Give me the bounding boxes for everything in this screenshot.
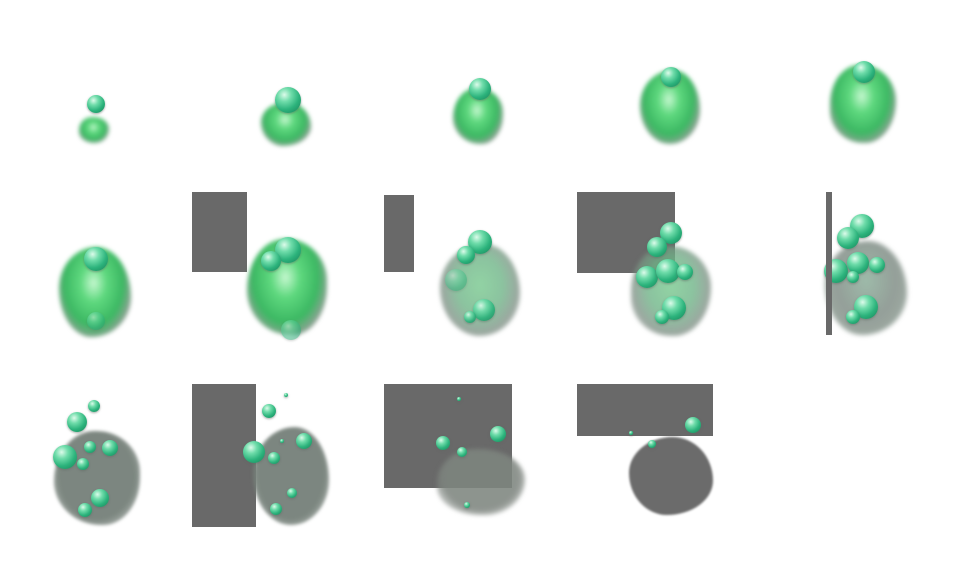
bubble-sphere bbox=[490, 426, 506, 442]
sprite-frame-10 bbox=[768, 192, 960, 384]
bubble-sphere bbox=[436, 436, 450, 450]
sprite-frame-5 bbox=[768, 0, 960, 192]
bubble-sphere bbox=[281, 320, 301, 340]
explosion-puff bbox=[79, 117, 109, 143]
bubble-sphere bbox=[296, 433, 312, 449]
sprite-frame-2 bbox=[192, 0, 384, 192]
explosion-puff bbox=[440, 244, 520, 336]
bubble-sphere bbox=[284, 393, 288, 397]
sprite-frame-13 bbox=[384, 384, 576, 576]
bubble-sphere bbox=[629, 431, 633, 435]
explosion-puff bbox=[437, 449, 525, 515]
bubble-sphere bbox=[457, 246, 475, 264]
sprite-frame-6 bbox=[0, 192, 192, 384]
sprite-frame-15 bbox=[768, 384, 960, 576]
bubble-sphere bbox=[262, 404, 276, 418]
sprite-frame-1 bbox=[0, 0, 192, 192]
bubble-sphere bbox=[261, 251, 281, 271]
bubble-sphere bbox=[655, 310, 669, 324]
bubble-sphere bbox=[648, 440, 656, 448]
bubble-sphere bbox=[457, 447, 467, 457]
bubble-sphere bbox=[847, 271, 859, 283]
bubble-sphere bbox=[464, 502, 470, 508]
bubble-sphere bbox=[445, 269, 467, 291]
explosion-puff bbox=[253, 427, 329, 525]
sprite-frame-9 bbox=[576, 192, 768, 384]
bubble-sphere bbox=[77, 458, 89, 470]
sprite-frame-4 bbox=[576, 0, 768, 192]
bubble-sphere bbox=[87, 312, 105, 330]
bubble-sphere bbox=[853, 61, 875, 83]
bubble-sphere bbox=[469, 78, 491, 100]
sprite-frame-14 bbox=[576, 384, 768, 576]
explosion-puff bbox=[629, 437, 713, 515]
bubble-sphere bbox=[660, 222, 682, 244]
bubble-sphere bbox=[837, 227, 859, 249]
bubble-sphere bbox=[473, 299, 495, 321]
sprite-frame-11 bbox=[0, 384, 192, 576]
bubble-sphere bbox=[647, 237, 667, 257]
bubble-sphere bbox=[91, 489, 109, 507]
bubble-sphere bbox=[275, 87, 301, 113]
bubble-sphere bbox=[280, 439, 284, 443]
bubble-sphere bbox=[53, 445, 77, 469]
bubble-sphere bbox=[869, 257, 885, 273]
bubble-sphere bbox=[268, 452, 280, 464]
bubble-sphere bbox=[287, 488, 297, 498]
bubble-sphere bbox=[847, 252, 869, 274]
bubble-sphere bbox=[457, 397, 461, 401]
occluder-rect bbox=[384, 195, 414, 272]
bubble-sphere bbox=[661, 67, 681, 87]
bubble-sphere bbox=[636, 266, 658, 288]
bubble-sphere bbox=[464, 311, 476, 323]
occluder-rect bbox=[192, 192, 247, 272]
bubble-sphere bbox=[84, 441, 96, 453]
sprite-frame-7 bbox=[192, 192, 384, 384]
sprite-frame-8 bbox=[384, 192, 576, 384]
bubble-sphere bbox=[87, 95, 105, 113]
bubble-sphere bbox=[78, 503, 92, 517]
bubble-sphere bbox=[243, 441, 265, 463]
bubble-sphere bbox=[685, 417, 701, 433]
occluder-rect bbox=[826, 192, 832, 335]
bubble-sphere bbox=[270, 503, 282, 515]
bubble-sphere bbox=[677, 264, 693, 280]
sprite-frame-3 bbox=[384, 0, 576, 192]
bubble-sphere bbox=[67, 412, 87, 432]
bubble-sphere bbox=[102, 440, 118, 456]
bubble-sphere bbox=[656, 259, 680, 283]
bubble-sphere bbox=[846, 310, 860, 324]
sprite-frame-12 bbox=[192, 384, 384, 576]
bubble-sphere bbox=[84, 247, 108, 271]
bubble-sphere bbox=[88, 400, 100, 412]
